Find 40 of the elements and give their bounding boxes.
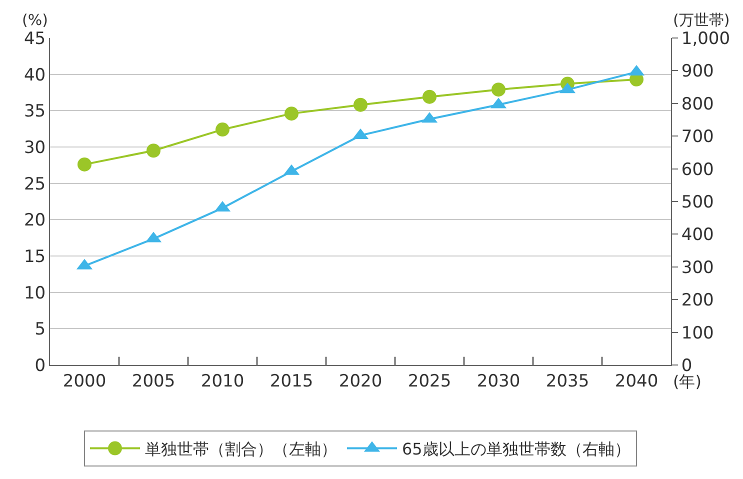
y-axis-title: (%) — [22, 11, 48, 29]
y2-tick-label: 900 — [681, 62, 714, 82]
y-tick-label: 15 — [24, 246, 46, 267]
x-tick-label: 2020 — [338, 371, 382, 392]
x-tick-label: 2030 — [476, 371, 520, 392]
point — [422, 90, 436, 104]
y2-tick-label: 300 — [681, 258, 714, 278]
y2-axis-title: (万世帯) — [673, 11, 730, 29]
y2-tick-label: 1,000 — [681, 28, 730, 49]
y2-tick-label: 500 — [681, 192, 714, 212]
x-tick-label: 2010 — [200, 371, 244, 392]
y2-tick-label: 600 — [681, 160, 714, 180]
legend-label: 65歳以上の単独世帯数（右軸） — [402, 440, 630, 459]
y2-tick-label: 200 — [681, 290, 714, 311]
y-tick-label: 5 — [34, 320, 46, 340]
x-tick-label: 2005 — [132, 371, 176, 392]
x-tick-label: 2040 — [614, 371, 658, 392]
y-tick-label: 45 — [24, 28, 46, 49]
y-tick-label: 0 — [34, 356, 46, 376]
y2-tick-label: 100 — [681, 323, 714, 344]
point — [78, 157, 92, 172]
point — [492, 82, 506, 97]
y-tick-label: 25 — [24, 174, 46, 194]
point — [284, 106, 298, 121]
y-tick-label: 35 — [24, 102, 46, 122]
legend-label: 単独世帯（割合）（左軸） — [145, 440, 337, 459]
point — [354, 98, 368, 112]
y-tick-label: 10 — [24, 283, 46, 304]
y-tick-label: 40 — [24, 65, 46, 86]
x-tick-label: 2035 — [546, 371, 590, 392]
x-tick-label: 2000 — [62, 371, 106, 392]
point — [146, 144, 160, 158]
y-tick-label: 20 — [24, 210, 46, 231]
x-tick-label: 2025 — [408, 371, 452, 392]
x-tick-label: 2015 — [270, 371, 314, 392]
y2-tick-label: 700 — [681, 127, 714, 148]
y2-tick-label: 800 — [681, 94, 714, 114]
y-tick-label: 30 — [24, 138, 46, 158]
point — [216, 122, 230, 137]
y2-tick-label: 400 — [681, 225, 714, 246]
